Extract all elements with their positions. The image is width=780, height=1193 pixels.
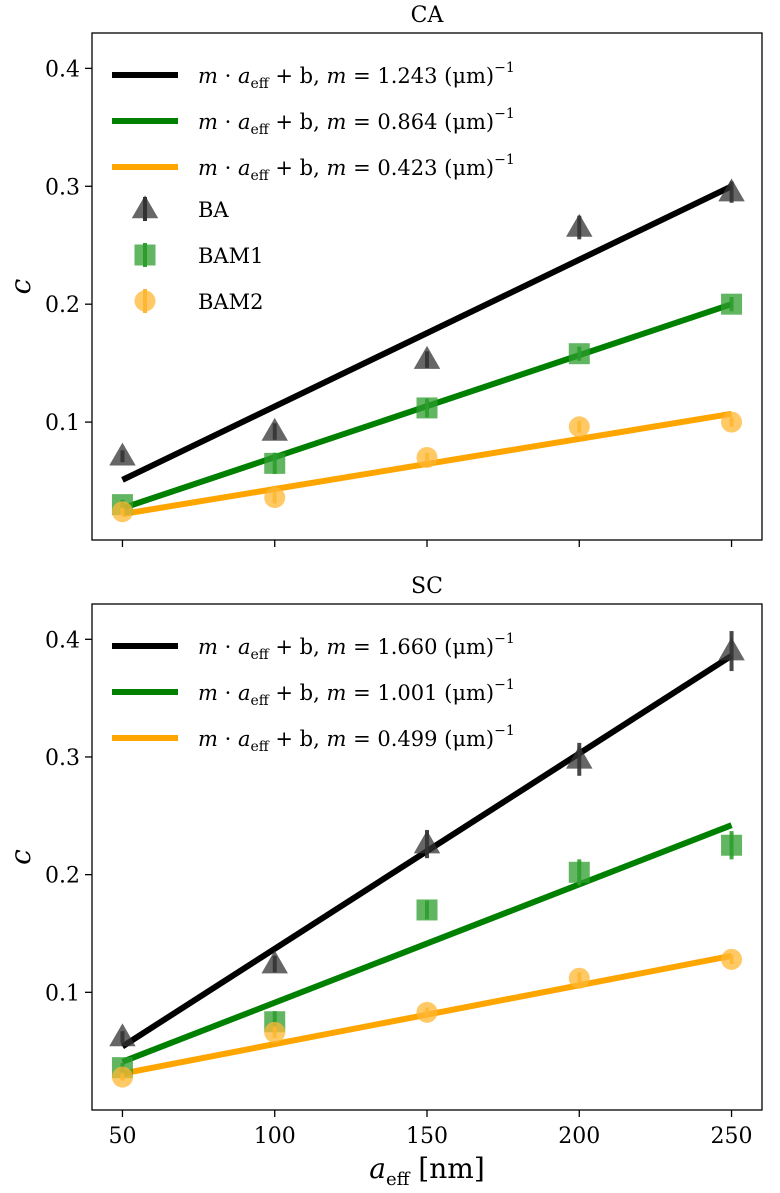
legend-swatch-ba <box>131 195 159 219</box>
y-tick-label: 0.1 <box>45 981 80 1006</box>
x-tick-label: 50 <box>108 1124 136 1149</box>
legend-swatch-bam2 <box>134 290 156 312</box>
series-ba <box>109 631 745 1047</box>
data-point <box>264 1021 286 1043</box>
data-point <box>566 745 593 769</box>
series-bam2 <box>111 948 743 1088</box>
legend-label-bam2: BAM2 <box>198 290 263 314</box>
panel-title: SC <box>411 574 443 599</box>
series-ba <box>109 178 745 466</box>
x-tick-label: 150 <box>406 1124 448 1149</box>
data-point <box>566 213 593 237</box>
data-point <box>261 950 288 974</box>
x-tick-label: 250 <box>711 1124 753 1149</box>
legend-label-fit: m · aeff + b, m = 0.499 (μm)−1 <box>198 723 515 755</box>
data-point <box>416 1001 438 1023</box>
data-point <box>721 411 743 433</box>
data-point <box>109 1023 136 1047</box>
legend-swatch-bam1 <box>134 244 156 266</box>
y-tick-label: 0.4 <box>45 628 80 653</box>
data-point <box>109 442 136 466</box>
y-tick-label: 0.3 <box>45 746 80 771</box>
data-point <box>111 501 133 523</box>
data-point <box>413 830 441 854</box>
panel-ca: CA 0.1 0.2 0.3 0.4 c m · aeff + b, m = 1.243 (… <box>4 3 763 547</box>
data-point <box>721 834 743 856</box>
legend-label-fit: m · aeff + b, m = 0.423 (μm)−1 <box>198 152 515 184</box>
data-point <box>264 487 286 509</box>
data-point <box>416 899 438 921</box>
fit-line-1 <box>121 822 733 1065</box>
y-axis-label: c <box>4 849 37 865</box>
series-bam2 <box>111 411 743 523</box>
data-point <box>416 446 438 468</box>
data-point <box>568 861 590 883</box>
legend-label-fit: m · aeff + b, m = 0.864 (μm)−1 <box>198 106 515 138</box>
fit-line-0 <box>121 183 733 483</box>
data-point <box>261 417 288 441</box>
y-tick-label: 0.3 <box>45 175 80 200</box>
data-point <box>413 345 441 369</box>
data-point <box>568 416 590 438</box>
data-point <box>264 452 286 474</box>
legend: m · aeff + b, m = 1.243 (μm)−1 m · aeff +… <box>112 60 515 314</box>
x-tick-label: 100 <box>254 1124 296 1149</box>
legend-label-bam1: BAM1 <box>198 244 263 268</box>
legend: m · aeff + b, m = 1.660 (μm)−1 m · aeff +… <box>112 631 515 755</box>
legend-label-ba: BA <box>198 198 229 222</box>
legend-label-fit: m · aeff + b, m = 1.660 (μm)−1 <box>198 631 515 663</box>
x-axis-label-text: aeff [nm] <box>369 1152 485 1190</box>
series-bam1 <box>111 831 743 1079</box>
y-tick-label: 0.2 <box>45 293 80 318</box>
data-point <box>568 343 590 365</box>
y-tick-label: 0.4 <box>45 57 80 82</box>
panel-sc: SC 0.1 0.2 0.3 0.4 c 50 100 150 200 250 m · aeff + … <box>4 574 763 1149</box>
data-point <box>416 397 438 419</box>
legend-label-fit: m · aeff + b, m = 1.001 (μm)−1 <box>198 677 515 709</box>
data-point <box>111 1066 133 1088</box>
panel-title: CA <box>411 3 445 28</box>
data-point <box>568 967 590 989</box>
legend-label-fit: m · aeff + b, m = 1.243 (μm)−1 <box>198 60 515 92</box>
y-axis-label: c <box>4 278 37 294</box>
y-tick-label: 0.2 <box>45 864 80 889</box>
data-point <box>721 948 743 970</box>
x-tick-label: 200 <box>558 1124 600 1149</box>
x-axis-label: aeff [nm] <box>369 1152 485 1190</box>
data-point <box>721 293 743 315</box>
y-tick-label: 0.1 <box>45 411 80 436</box>
data-point <box>718 637 745 661</box>
data-point <box>718 178 745 202</box>
